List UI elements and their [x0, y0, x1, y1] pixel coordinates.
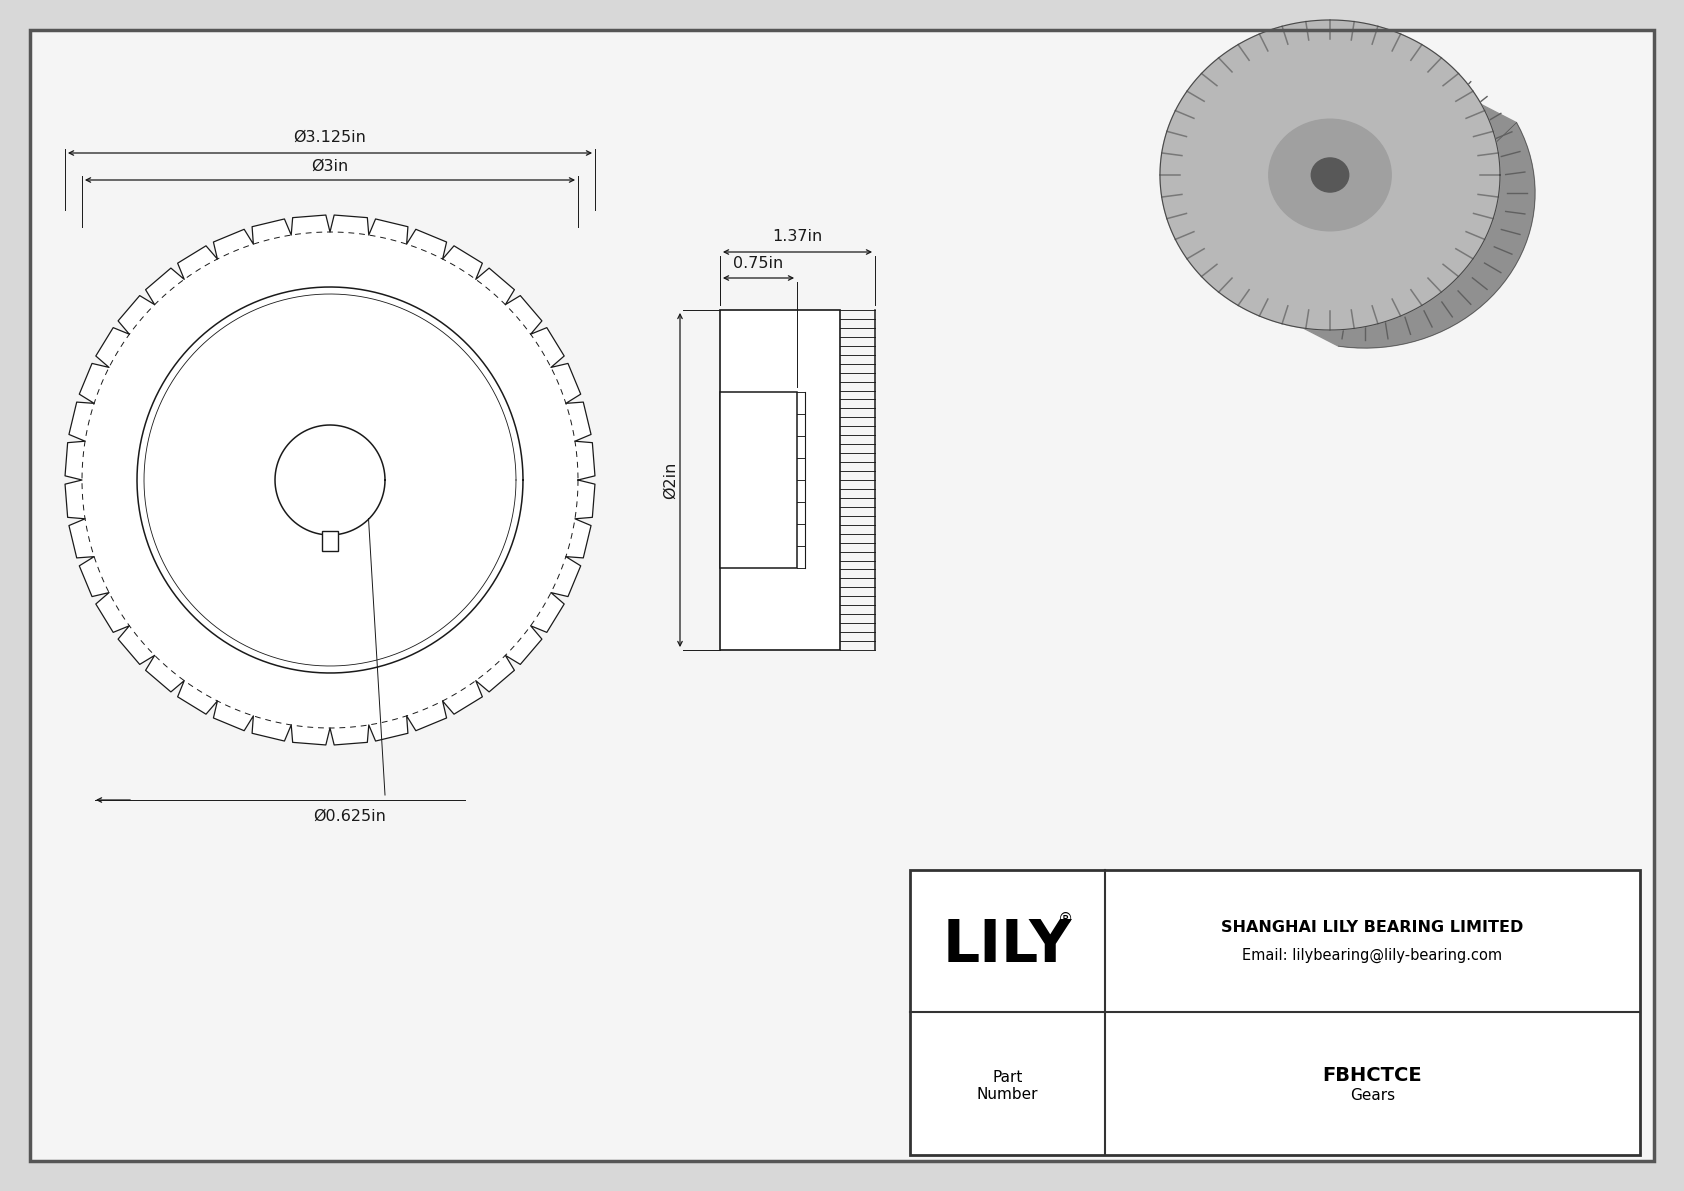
Text: ®: ®: [1058, 911, 1073, 927]
Bar: [909, 869, 1640, 1155]
Bar: [322, 531, 338, 551]
Text: FBHCTCE: FBHCTCE: [1322, 1066, 1423, 1085]
Text: Ø0.625in: Ø0.625in: [313, 809, 386, 824]
Ellipse shape: [1312, 158, 1349, 192]
Ellipse shape: [1268, 119, 1391, 231]
Text: Ø3.125in: Ø3.125in: [293, 130, 367, 145]
Text: LILY: LILY: [943, 917, 1073, 973]
Text: Email: lilybearing@lily-bearing.com: Email: lilybearing@lily-bearing.com: [1243, 947, 1502, 962]
Text: Part: Part: [992, 1070, 1022, 1085]
Text: 1.37in: 1.37in: [773, 229, 822, 244]
Polygon shape: [66, 216, 594, 744]
Text: Ø2in: Ø2in: [662, 461, 677, 499]
Bar: [721, 392, 797, 568]
Text: Ø3in: Ø3in: [312, 160, 349, 174]
Bar: [721, 310, 840, 650]
Text: 0.75in: 0.75in: [733, 256, 783, 272]
Polygon shape: [1303, 105, 1534, 348]
Text: SHANGHAI LILY BEARING LIMITED: SHANGHAI LILY BEARING LIMITED: [1221, 919, 1524, 935]
Text: Number: Number: [977, 1087, 1039, 1102]
Ellipse shape: [1160, 20, 1500, 330]
Text: Gears: Gears: [1351, 1089, 1394, 1103]
